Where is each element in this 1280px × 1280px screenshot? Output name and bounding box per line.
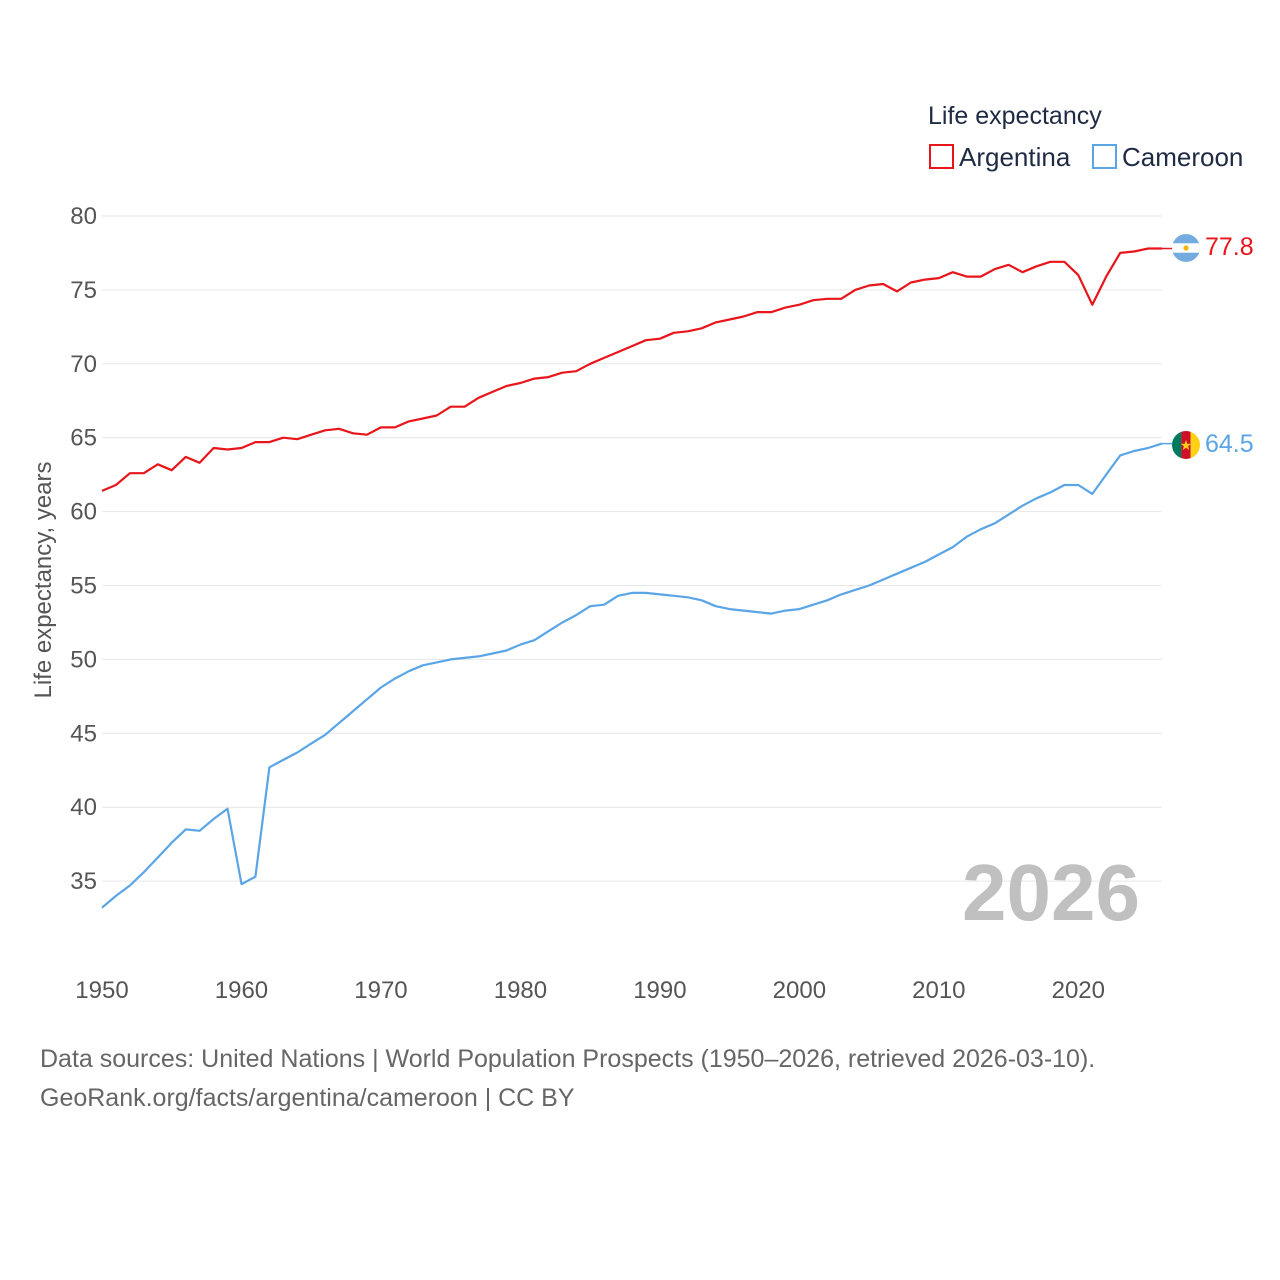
y-tick-label-40: 40 [70, 794, 97, 821]
line-chart: 35 40 45 50 55 60 65 70 75 80 1950 1960 1970 1980 199… [30, 102, 1254, 1004]
data-sources-text: Data sources: United Nations | World Pop… [40, 1045, 1096, 1073]
y-tick-label-35: 35 [70, 868, 97, 895]
y-axis: 35 40 45 50 55 60 65 70 75 80 [70, 203, 97, 895]
argentina-flag-icon [1172, 234, 1200, 262]
source-link-text[interactable]: GeoRank.org/facts/argentina/cameroon | C… [40, 1084, 575, 1112]
x-tick-label-1960: 1960 [215, 977, 268, 1004]
series-line-cameroon [101, 442, 1163, 909]
x-axis: 1950 1960 1970 1980 1990 2000 2010 2020 [75, 977, 1105, 1004]
legend: Life expectancy Argentina Cameroon [928, 102, 1243, 172]
x-tick-label-2010: 2010 [912, 977, 965, 1004]
argentina-end-value: 77.8 [1205, 233, 1254, 261]
x-tick-label-2020: 2020 [1052, 977, 1105, 1004]
y-tick-label-65: 65 [70, 425, 97, 452]
footer: Data sources: United Nations | World Pop… [40, 1040, 1260, 1118]
cameroon-end-value: 64.5 [1205, 430, 1254, 458]
series-lines [101, 247, 1163, 909]
end-markers [1162, 247, 1172, 445]
legend-swatch-argentina [929, 144, 954, 169]
x-tick-label-2000: 2000 [773, 977, 826, 1004]
y-tick-label-55: 55 [70, 573, 97, 600]
y-tick-label-60: 60 [70, 499, 97, 526]
series-line-argentina [101, 247, 1162, 492]
legend-label-cameroon: Cameroon [1122, 142, 1243, 172]
x-tick-label-1970: 1970 [354, 977, 407, 1004]
x-tick-label-1950: 1950 [75, 977, 128, 1004]
y-tick-label-80: 80 [70, 203, 97, 230]
x-tick-label-1980: 1980 [494, 977, 547, 1004]
y-tick-label-45: 45 [70, 720, 97, 747]
legend-item-cameroon[interactable]: Cameroon [1092, 142, 1243, 172]
legend-swatch-cameroon [1092, 144, 1117, 169]
legend-label-argentina: Argentina [959, 142, 1071, 172]
y-tick-label-70: 70 [70, 351, 97, 378]
cameroon-flag-icon [1172, 431, 1200, 459]
current-year-watermark: 2026 [962, 848, 1140, 937]
x-tick-label-1990: 1990 [633, 977, 686, 1004]
y-tick-label-50: 50 [70, 646, 97, 673]
legend-title: Life expectancy [928, 102, 1102, 130]
y-tick-label-75: 75 [70, 277, 97, 304]
y-axis-label: Life expectancy, years [30, 461, 57, 698]
gridlines [102, 215, 1162, 882]
legend-item-argentina[interactable]: Argentina [929, 142, 1071, 172]
